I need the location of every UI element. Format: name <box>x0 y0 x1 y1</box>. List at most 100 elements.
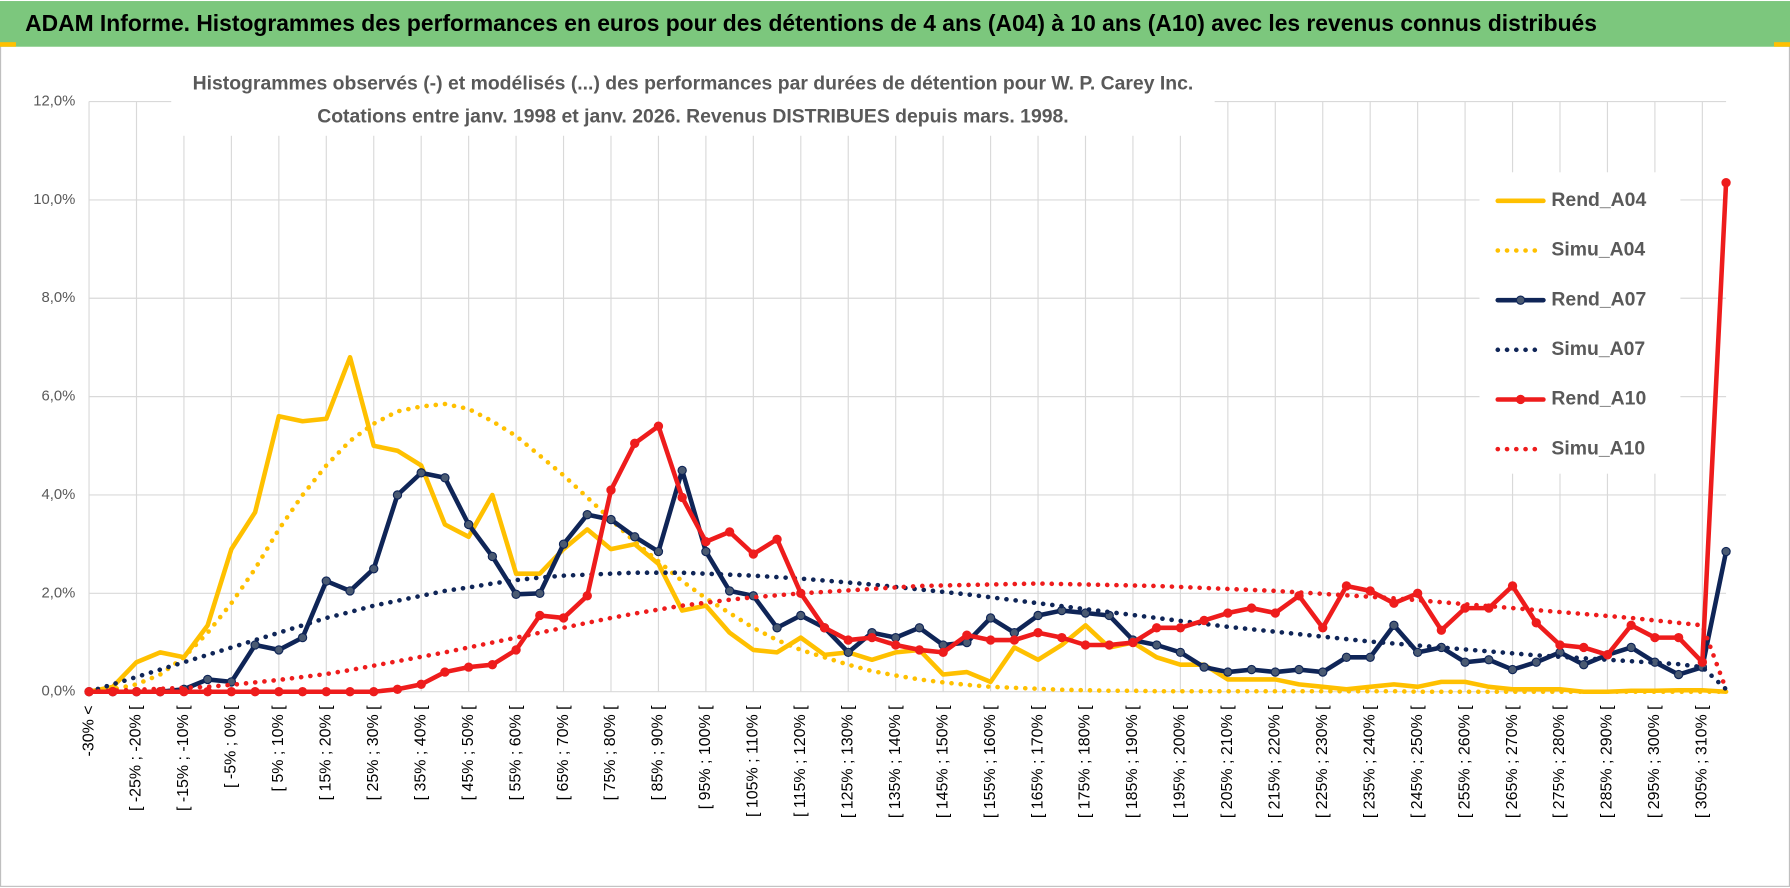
header-bar <box>0 1 1790 47</box>
series-marker <box>1507 581 1518 591</box>
header-accent <box>0 42 16 47</box>
series-marker <box>1484 655 1494 665</box>
series-marker <box>772 534 782 544</box>
series-marker <box>1270 608 1280 618</box>
series-marker <box>867 632 877 643</box>
x-tick-label: [ 115% ; 120% [ <box>792 705 809 817</box>
series-marker <box>653 546 664 557</box>
series-marker <box>1318 667 1328 677</box>
series-marker <box>202 674 213 685</box>
series-line <box>86 468 1729 695</box>
series-marker <box>392 490 403 500</box>
x-tick-label: [ 245% ; 250% [ <box>1409 705 1426 818</box>
series-marker <box>321 576 331 586</box>
x-tick-label: [ 25% ; 30% [ <box>365 705 382 801</box>
legend-label: Rend_A04 <box>1551 189 1646 211</box>
series-marker <box>985 635 996 645</box>
y-tick-label: 6,0% <box>42 389 76 405</box>
legend: Rend_A04 Simu_A04 Rend_A07 Simu_A07 Rend_A10… <box>1479 172 1681 474</box>
series-marker <box>701 537 711 547</box>
series-marker <box>558 539 569 549</box>
series-marker <box>369 687 379 697</box>
series-marker <box>1579 659 1589 670</box>
series-marker <box>416 468 426 478</box>
series-marker <box>511 589 521 600</box>
series-marker <box>891 640 901 650</box>
x-tick-label: [ -5% ; 0% [ <box>223 705 240 788</box>
series-marker <box>1033 628 1043 638</box>
series-marker <box>1341 581 1352 591</box>
x-tick-label: [ 285% ; 290% [ <box>1599 705 1616 818</box>
plot-area <box>84 177 1731 697</box>
x-tick-label: [ 265% ; 270% [ <box>1504 705 1521 818</box>
series-marker <box>1223 608 1233 618</box>
series-marker <box>796 610 806 621</box>
series-marker <box>630 532 640 542</box>
series-marker <box>274 645 284 655</box>
series-marker <box>463 519 474 530</box>
series-marker <box>1318 623 1328 633</box>
legend-label: Rend_A10 <box>1551 388 1646 410</box>
y-tick-label: 0,0% <box>42 684 76 700</box>
series-marker <box>724 586 735 596</box>
series-marker <box>582 509 592 520</box>
legend-label: Rend_A07 <box>1551 288 1646 310</box>
series-marker <box>1080 640 1091 650</box>
series-marker <box>819 623 830 633</box>
x-tick-label: [ 45% ; 50% [ <box>460 705 477 801</box>
series-marker <box>1104 640 1114 650</box>
x-tick-label: [ 165% ; 170% [ <box>1029 705 1046 818</box>
x-tick-label: [ 95% ; 100% [ <box>697 705 714 809</box>
series-marker <box>1673 632 1684 643</box>
series-marker <box>606 514 616 525</box>
series-marker <box>1412 647 1423 658</box>
legend-label: Simu_A07 <box>1551 338 1645 360</box>
series-marker <box>511 645 521 655</box>
series-marker <box>1436 625 1447 635</box>
x-tick-label: [ 65% ; 70% [ <box>555 705 572 801</box>
series-marker <box>1199 662 1209 672</box>
y-tick-label: 4,0% <box>42 487 76 503</box>
series-marker <box>1009 635 1020 645</box>
series-marker <box>1270 667 1280 677</box>
y-tick-label: 8,0% <box>42 290 76 306</box>
series-marker <box>369 564 379 574</box>
x-tick-label: [ 295% ; 300% [ <box>1646 705 1663 818</box>
series-marker <box>1626 620 1636 631</box>
series-marker <box>1555 640 1565 650</box>
x-tick-label: [ 15% ; 20% [ <box>318 705 335 801</box>
series-marker <box>1033 610 1043 621</box>
series-marker <box>748 549 759 559</box>
series-marker <box>392 684 403 694</box>
legend-background <box>1479 172 1681 474</box>
x-tick-label: [ 235% ; 240% [ <box>1361 705 1378 818</box>
series-marker <box>202 687 213 697</box>
x-tick-label: [ 35% ; 40% [ <box>412 705 429 801</box>
y-tick-label: 10,0% <box>33 192 75 208</box>
series-marker <box>677 492 687 503</box>
series-marker <box>701 546 711 557</box>
x-tick-label: -30% < <box>80 705 97 756</box>
series-marker <box>1341 652 1352 662</box>
x-tick-label: [ 175% ; 180% [ <box>1077 705 1094 818</box>
series-marker <box>985 613 996 623</box>
series-marker <box>535 610 545 621</box>
series-marker <box>1175 647 1186 658</box>
x-tick-label: [ 135% ; 140% [ <box>887 705 904 818</box>
x-tick-label: [ 85% ; 90% [ <box>650 705 667 801</box>
x-tick-label: [ 105% ; 110% [ <box>745 705 762 817</box>
grid: 0,0% 2,0% 4,0% 6,0% 8,0% 10,0% 12,0% -30% < [ -2… <box>33 93 1727 818</box>
series-marker <box>463 662 474 672</box>
legend-marker <box>1515 394 1526 405</box>
series-marker <box>297 632 308 643</box>
x-tick-label: [ 145% ; 150% [ <box>934 705 951 818</box>
series-marker <box>1602 650 1613 660</box>
x-tick-label: [ 215% ; 220% [ <box>1267 705 1284 818</box>
series-marker <box>1151 640 1162 650</box>
x-tick-label: [ 55% ; 60% [ <box>507 705 524 801</box>
series-marker <box>558 613 569 623</box>
x-tick-label: [ 255% ; 260% [ <box>1456 705 1473 818</box>
title-background <box>171 67 1215 136</box>
x-tick-label: [ 5% ; 10% [ <box>270 705 287 792</box>
series-marker <box>1365 652 1375 662</box>
